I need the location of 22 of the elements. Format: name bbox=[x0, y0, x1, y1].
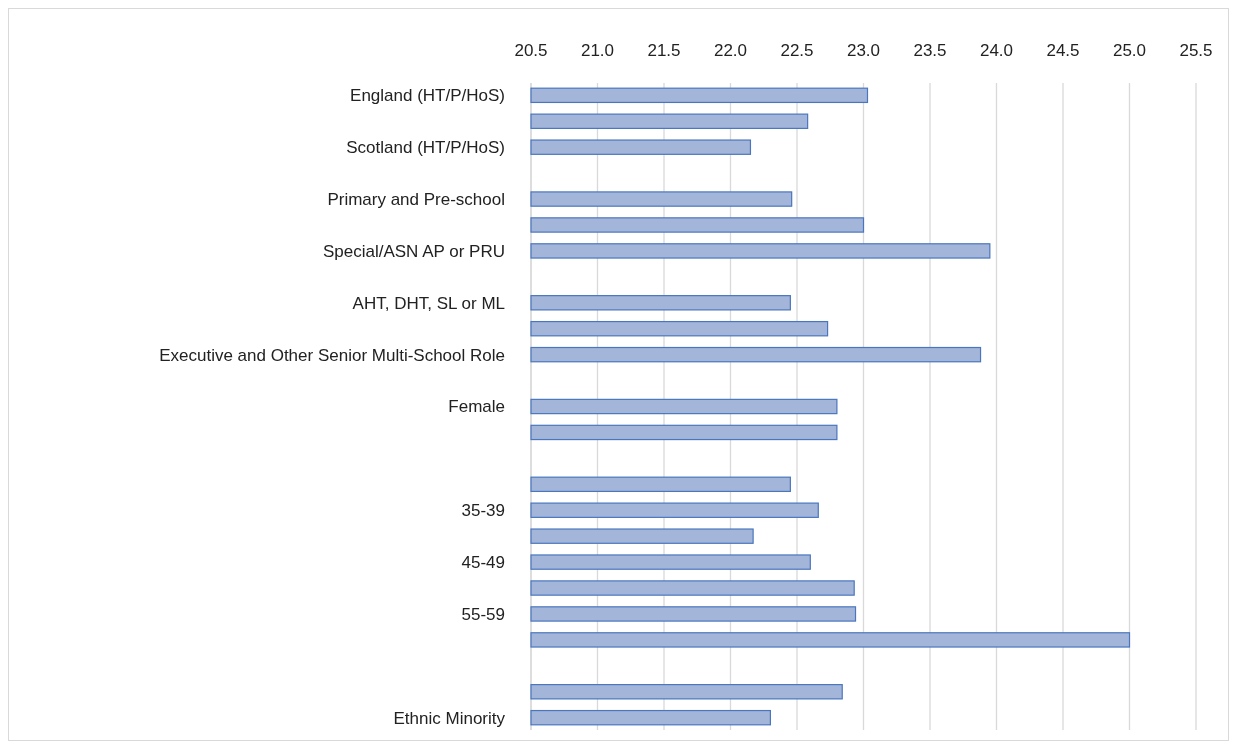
y-tick-label: 35-39 bbox=[461, 501, 505, 521]
x-tick-label: 23.5 bbox=[913, 41, 947, 60]
y-tick-label: 45-49 bbox=[461, 553, 505, 573]
x-tick-label: 24.0 bbox=[979, 41, 1014, 60]
x-tick-label: 25.0 bbox=[1112, 41, 1147, 60]
y-tick-label: Executive and Other Senior Multi-School Role bbox=[159, 345, 505, 365]
y-tick-label: Ethnic Minority bbox=[393, 708, 506, 728]
y-tick-label: Scotland (HT/P/HoS) bbox=[346, 138, 505, 158]
y-tick-label: Female bbox=[448, 397, 505, 417]
x-tick-label: 23.0 bbox=[846, 41, 881, 60]
y-tick-label: 55-59 bbox=[461, 604, 505, 624]
x-tick-label: 20.5 bbox=[514, 41, 548, 60]
y-tick-label: England (HT/P/HoS) bbox=[350, 86, 505, 106]
x-tick-label: 22.0 bbox=[713, 41, 748, 60]
x-tick-label: 25.5 bbox=[1179, 41, 1213, 60]
x-tick-label: 24.5 bbox=[1046, 41, 1080, 60]
x-tick-label: 21.5 bbox=[647, 41, 681, 60]
y-tick-label: AHT, DHT, SL or ML bbox=[352, 293, 505, 313]
y-tick-label: Special/ASN AP or PRU bbox=[322, 241, 505, 261]
y-tick-label: Primary and Pre-school bbox=[327, 190, 505, 209]
x-tick-label: 21.0 bbox=[580, 41, 615, 60]
x-tick-label: 22.5 bbox=[780, 41, 814, 60]
